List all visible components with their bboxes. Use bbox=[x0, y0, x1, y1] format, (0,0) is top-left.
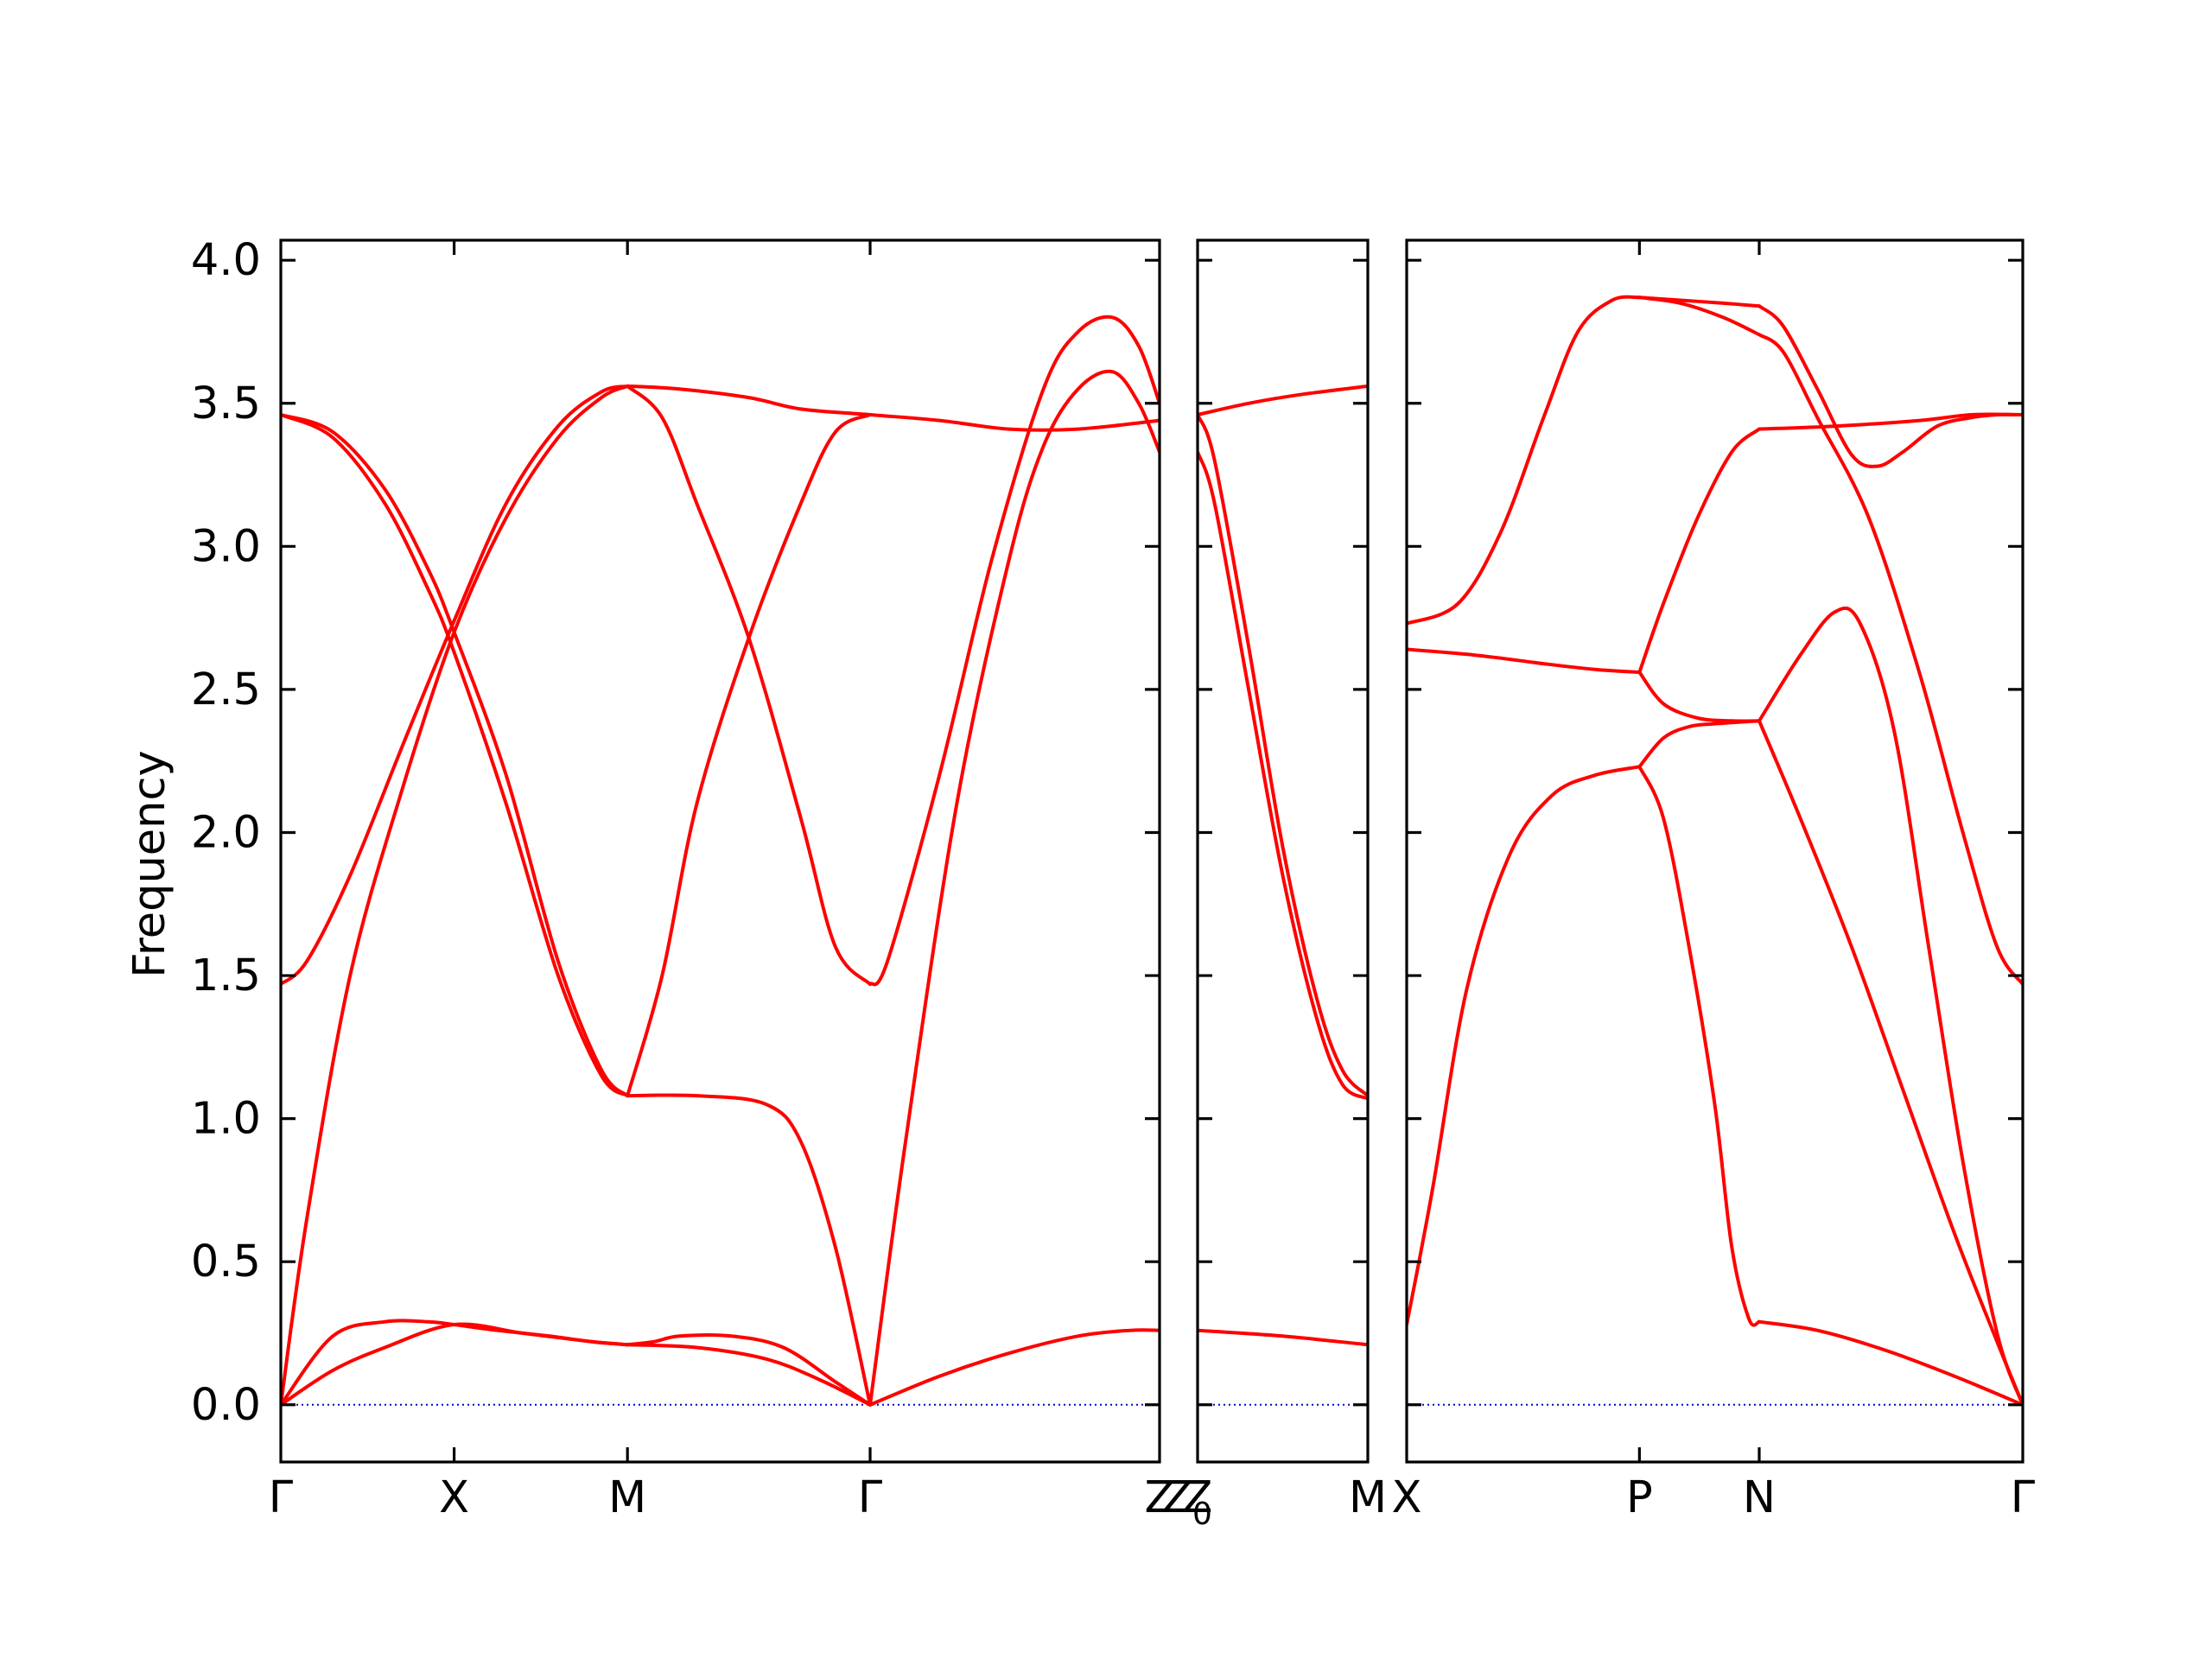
y-tick-label: 3.5 bbox=[191, 378, 261, 429]
y-tick-label: 4.0 bbox=[191, 235, 261, 286]
band-line-path-1-14 bbox=[868, 369, 1160, 1407]
x-tick-label: X bbox=[439, 1472, 469, 1523]
band-panels: Γ X M Γ Z Z M X P N Γ0.00.51.01.52.02.53.03.54.0 bbox=[191, 235, 2036, 1523]
y-tick-label: 1.5 bbox=[191, 950, 261, 1001]
band-line-path-1-9 bbox=[626, 384, 1160, 432]
band-line-path-1-6 bbox=[281, 384, 630, 986]
y-tick-label: 1.0 bbox=[191, 1094, 261, 1145]
x-tick-label: P bbox=[1626, 1472, 1653, 1523]
band-series-group bbox=[1407, 295, 2023, 1407]
band-line-path-1-5 bbox=[281, 384, 630, 1407]
band-line-path-3-14 bbox=[1758, 1319, 2023, 1407]
y-tick-label: 2.5 bbox=[191, 664, 261, 715]
band-line-path-3-4 bbox=[1637, 427, 1761, 674]
band-line-path-2-1 bbox=[1198, 384, 1368, 416]
z0-subscript: 0 bbox=[1192, 1497, 1212, 1532]
x-tick-label-z0: Z0 bbox=[1162, 1472, 1212, 1532]
panel-frame bbox=[1405, 238, 2024, 1464]
band-line-path-1-3 bbox=[626, 1343, 872, 1407]
band-line-path-2-2 bbox=[1198, 413, 1368, 1098]
x-tick-label: M bbox=[1349, 1472, 1387, 1523]
y-tick-label: 0.5 bbox=[191, 1236, 261, 1287]
z0-base: Z bbox=[1162, 1472, 1192, 1523]
band-line-path-1-12 bbox=[626, 1093, 872, 1407]
x-tick-label: M bbox=[608, 1472, 646, 1523]
band-line-path-3-11 bbox=[1758, 606, 2023, 1407]
band-series-group bbox=[281, 315, 1160, 1407]
x-tick-label: Z bbox=[1145, 1472, 1175, 1523]
y-tick-label: 3.0 bbox=[191, 521, 261, 572]
band-series-group bbox=[1198, 384, 1368, 1347]
band-line-path-1-7 bbox=[281, 413, 630, 1098]
panel-frame bbox=[279, 238, 1161, 1464]
band-line-path-3-13 bbox=[1637, 765, 1761, 1327]
band-line-path-2-0 bbox=[1198, 1328, 1368, 1347]
band-line-path-1-10 bbox=[626, 384, 872, 986]
band-line-path-3-8 bbox=[1637, 296, 1761, 337]
band-line-path-1-4 bbox=[868, 1328, 1160, 1407]
x-tick-label: Γ bbox=[858, 1472, 883, 1523]
y-axis-label: Frequency bbox=[124, 750, 175, 977]
band-line-path-1-8 bbox=[281, 413, 630, 1098]
x-tick-label: Γ bbox=[2011, 1472, 2036, 1523]
x-tick-label: Γ bbox=[269, 1472, 294, 1523]
band-line-path-3-10 bbox=[1758, 333, 2023, 986]
x-tick-label: Z bbox=[1183, 1472, 1213, 1523]
band-line-path-3-3 bbox=[1407, 647, 1642, 674]
band-line-path-2-3 bbox=[1198, 450, 1368, 1101]
band-line-path-3-9 bbox=[1758, 304, 2023, 468]
band-line-path-3-6 bbox=[1407, 295, 1642, 626]
panel-frame bbox=[1196, 238, 1370, 1464]
band-line-path-1-13 bbox=[868, 315, 1160, 987]
band-line-path-1-11 bbox=[626, 413, 872, 1098]
band-line-path-3-0 bbox=[1407, 765, 1642, 1326]
band-line-path-1-1 bbox=[281, 1322, 630, 1407]
x-tick-label: N bbox=[1743, 1472, 1776, 1523]
x-tick-label: X bbox=[1392, 1472, 1422, 1523]
band-line-path-3-1 bbox=[1637, 719, 1761, 769]
band-line-path-3-12 bbox=[1758, 719, 2023, 1407]
band-line-path-3-2 bbox=[1637, 671, 1761, 723]
y-tick-label: 0.0 bbox=[191, 1380, 261, 1431]
band-line-path-1-2 bbox=[626, 1333, 872, 1407]
y-tick-label: 2.0 bbox=[191, 807, 261, 858]
